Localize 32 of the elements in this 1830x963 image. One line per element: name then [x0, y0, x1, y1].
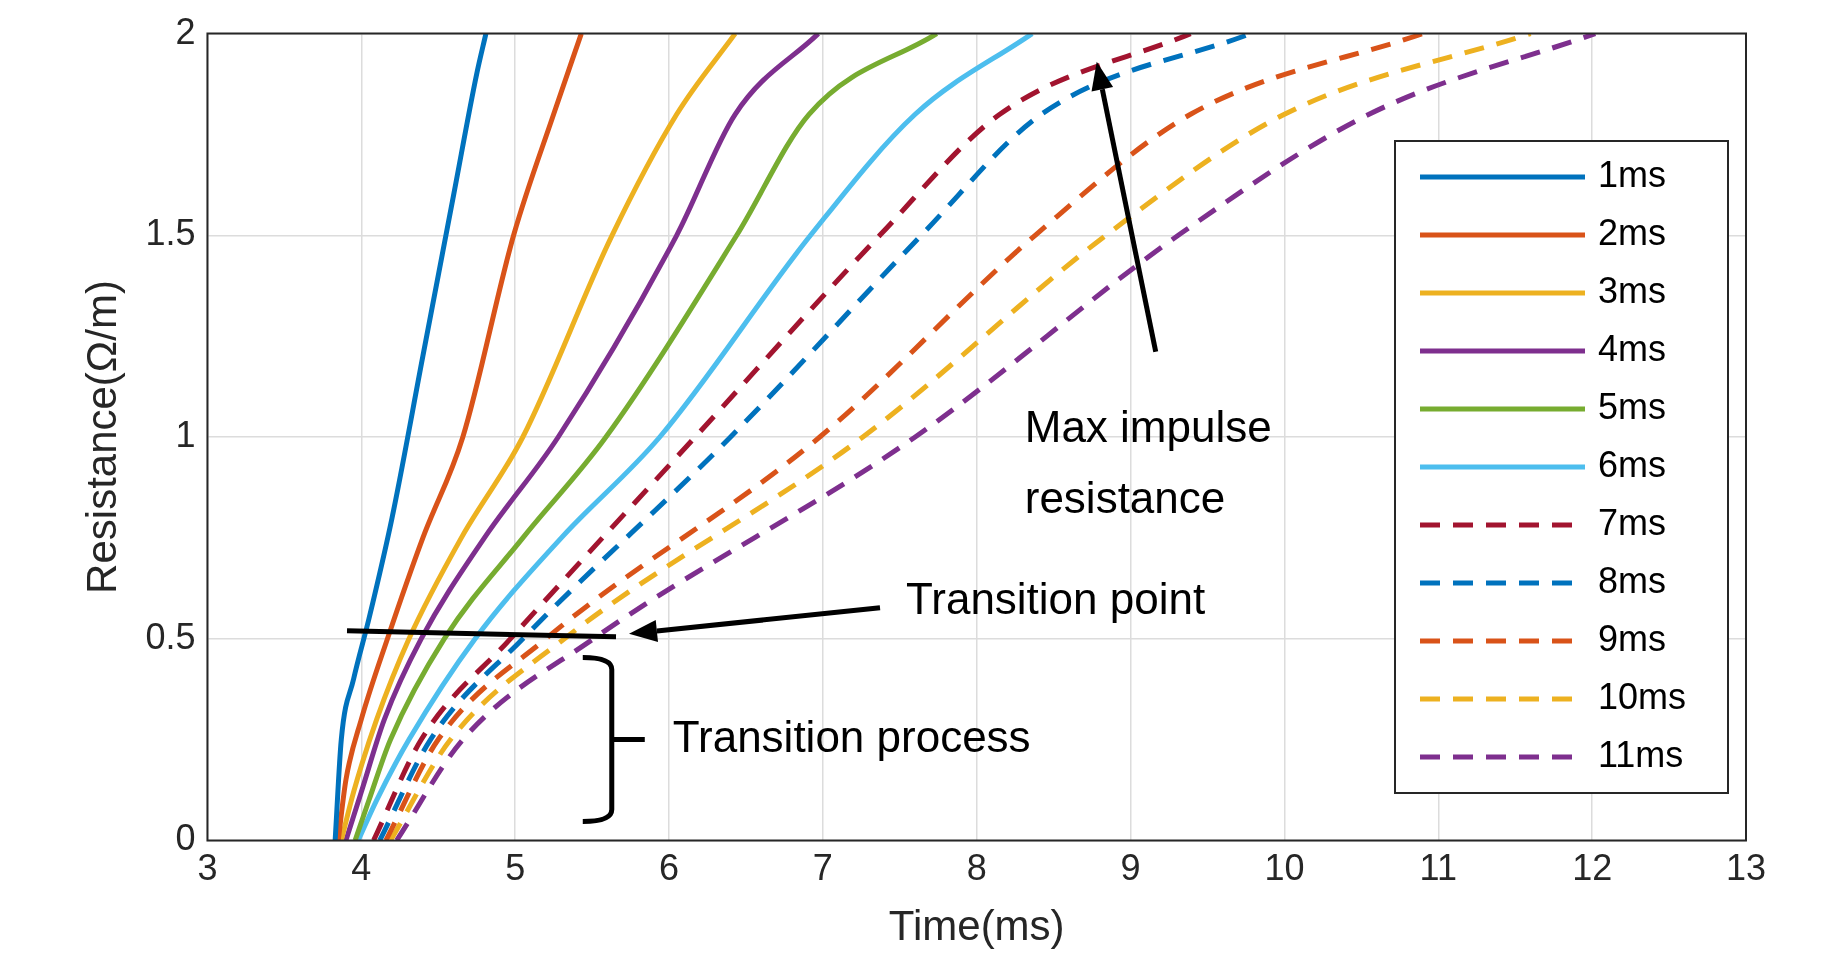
- y-axis-title: Resistance(Ω/m): [77, 280, 125, 594]
- x-axis-title: Time(ms): [888, 902, 1065, 950]
- legend-label: 8ms: [1598, 559, 1667, 601]
- legend-label: 6ms: [1598, 443, 1667, 485]
- x-tick-label: 3: [197, 846, 218, 888]
- y-tick-label: 2: [175, 10, 196, 52]
- legend-label: 9ms: [1598, 617, 1667, 659]
- legend-label: 3ms: [1598, 269, 1667, 311]
- x-tick-label: 10: [1264, 846, 1305, 888]
- x-tick-label: 4: [351, 846, 372, 888]
- legend-label: 7ms: [1598, 501, 1667, 543]
- x-tick-label: 11: [1419, 846, 1457, 888]
- y-tick-label: 0: [175, 817, 196, 859]
- annotation: Max impulse resistance: [1024, 401, 1272, 522]
- legend-label: 4ms: [1598, 327, 1667, 369]
- legend-label: 2ms: [1598, 211, 1667, 253]
- x-tick-label: 8: [966, 846, 987, 888]
- x-tick-label: 13: [1725, 846, 1767, 888]
- x-tick-label: 7: [812, 846, 833, 888]
- x-tick-label: 12: [1572, 846, 1613, 888]
- y-tick-label: 1: [175, 413, 196, 455]
- x-tick-label: 9: [1120, 846, 1141, 888]
- legend-label: 1ms: [1598, 153, 1667, 195]
- legend-label: 11ms: [1598, 733, 1684, 775]
- y-tick-label: 1.5: [145, 212, 196, 254]
- x-tick-label: 5: [505, 846, 526, 888]
- annotation: Transition process: [672, 711, 1031, 761]
- legend-label: 5ms: [1598, 385, 1667, 427]
- x-tick-label: 6: [659, 846, 680, 888]
- legend-label: 10ms: [1598, 675, 1687, 717]
- y-tick-label: 0.5: [145, 615, 196, 657]
- annotation: Transition point: [906, 574, 1206, 623]
